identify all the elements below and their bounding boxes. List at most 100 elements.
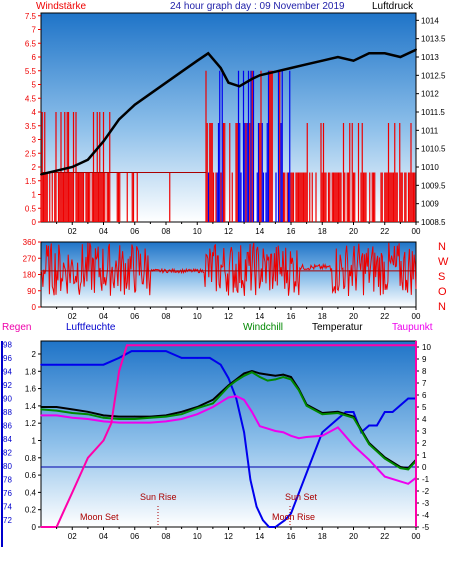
- series-point-luftfeuchte: [118, 357, 120, 359]
- series-point-taupunkt: [337, 426, 339, 429]
- pressure-point: [250, 78, 253, 80]
- temp-x-tick-label-12: 12: [224, 532, 233, 541]
- temp-x-tick-label-20: 20: [349, 532, 358, 541]
- temp-x-tick-label-16: 16: [287, 532, 296, 541]
- series-point-luftfeuchte: [243, 431, 245, 434]
- humidity-y-tick-label-72: 72: [3, 516, 12, 525]
- direction-x-tick-label-06: 06: [130, 312, 139, 321]
- series-point-windchill: [235, 379, 238, 382]
- pressure-point: [149, 92, 152, 95]
- legend-luftfeuchte: Luftfeuchte: [66, 322, 116, 333]
- series-point-windchill: [305, 405, 308, 407]
- rain-y-tick-label-0.8: 0.8: [25, 454, 37, 463]
- direction-x-tick-label-20: 20: [349, 312, 358, 321]
- series-point-regen: [399, 344, 402, 347]
- series-point-luftfeuchte: [283, 519, 286, 522]
- temp-x-tick-label-00: 00: [412, 532, 421, 541]
- humidity-y-tick-label-88: 88: [3, 408, 12, 417]
- pressure-point: [102, 140, 105, 143]
- series-point-regen: [110, 422, 113, 424]
- series-point-windchill: [196, 407, 199, 410]
- series-point-windchill: [149, 417, 152, 419]
- series-point-regen: [337, 344, 339, 347]
- series-point-regen: [368, 344, 370, 347]
- wind-y-tick-label-1.5: 1.5: [25, 177, 37, 186]
- series-point-taupunkt: [258, 425, 261, 428]
- series-point-windchill: [298, 389, 300, 392]
- series-point-taupunkt: [71, 417, 74, 419]
- direction-x-tick-label-08: 08: [162, 312, 171, 321]
- wind-x-tick-label-12: 12: [224, 227, 233, 236]
- series-point-taupunkt: [118, 421, 120, 424]
- wind-y-tick-label-0.5: 0.5: [25, 204, 37, 213]
- pressure-point: [207, 52, 210, 55]
- pressure-y-tick-label-1011: 1011: [421, 126, 439, 135]
- series-point-regen: [126, 344, 128, 347]
- series-point-taupunkt: [282, 431, 284, 434]
- series-point-taupunkt: [133, 421, 136, 424]
- annotation-sun-set: Sun Set: [285, 492, 318, 502]
- series-point-taupunkt: [55, 414, 58, 417]
- legend-temperatur: Temperatur: [312, 322, 363, 333]
- pressure-point: [118, 118, 121, 121]
- series-point-regen: [165, 344, 167, 347]
- pressure-y-tick-label-1012: 1012: [421, 90, 439, 99]
- pressure-y-tick-label-1010: 1010: [421, 163, 439, 172]
- series-point-taupunkt: [227, 396, 230, 399]
- pressure-y-tick-label-1008.5: 1008.5: [421, 218, 446, 227]
- series-point-windchill: [321, 413, 324, 416]
- pressure-point: [352, 59, 355, 62]
- series-point-windchill: [368, 443, 370, 446]
- legend-windchill: Windchill: [243, 322, 283, 333]
- series-point-luftfeuchte: [227, 377, 230, 380]
- direction-y-tick-label-90: 90: [27, 287, 36, 296]
- series-point-luftfeuchte: [40, 363, 42, 366]
- temp-y-tick-label-10: 10: [422, 343, 431, 352]
- wind-y-tick-label-2.5: 2.5: [25, 149, 37, 158]
- series-point-regen: [305, 344, 308, 347]
- series-point-windchill: [212, 402, 214, 405]
- direction-x-tick-label-18: 18: [318, 312, 327, 321]
- series-point-temperatur: [71, 408, 74, 411]
- series-point-windchill: [87, 413, 89, 416]
- series-point-luftfeuchte: [352, 411, 355, 413]
- series-point-luftfeuchte: [249, 478, 252, 481]
- series-point-temperatur: [102, 414, 105, 417]
- series-point-luftfeuchte: [298, 492, 300, 494]
- wind-y-tick-label-2: 2: [32, 163, 37, 172]
- series-line-windchill: [40, 371, 417, 471]
- wind-y-tick-label-5: 5: [32, 81, 37, 90]
- direction-y-tick-label-360: 360: [23, 238, 37, 247]
- series-point-luftfeuchte: [313, 451, 316, 454]
- temp-y-tick-label-0: 0: [422, 463, 427, 472]
- direction-compass-label-N: N: [438, 301, 446, 313]
- pressure-point: [238, 85, 241, 88]
- humidity-y-tick-label-74: 74: [3, 503, 12, 512]
- direction-y-tick-label-180: 180: [23, 271, 37, 280]
- humidity-y-tick-label-82: 82: [3, 449, 12, 458]
- annotation-sun-rise: Sun Rise: [140, 492, 177, 502]
- pressure-y-tick-label-1013.5: 1013.5: [421, 35, 446, 44]
- series-point-luftfeuchte: [268, 526, 270, 528]
- series-point-regen: [258, 344, 261, 347]
- rain-y-tick-label-0: 0: [32, 523, 37, 532]
- pressure-point: [274, 70, 277, 73]
- series-point-taupunkt: [87, 418, 89, 420]
- pressure-y-tick-label-1012.5: 1012.5: [421, 71, 446, 80]
- series-point-taupunkt: [219, 401, 222, 404]
- series-point-luftfeuchte: [344, 411, 347, 413]
- direction-y-tick-label-270: 270: [23, 254, 37, 263]
- temp-y-tick-label-5: 5: [422, 403, 427, 412]
- wind-x-tick-label-14: 14: [255, 227, 264, 236]
- series-point-taupunkt: [290, 435, 292, 437]
- series-point-regen: [63, 508, 66, 511]
- series-point-temperatur: [180, 411, 183, 413]
- humidity-y-tick-label-90: 90: [3, 394, 12, 403]
- series-point-taupunkt: [368, 459, 370, 461]
- humidity-y-tick-label-98: 98: [3, 340, 12, 349]
- series-point-windchill: [352, 417, 355, 419]
- direction-x-tick-label-16: 16: [287, 312, 296, 321]
- series-point-luftfeuchte: [368, 424, 370, 427]
